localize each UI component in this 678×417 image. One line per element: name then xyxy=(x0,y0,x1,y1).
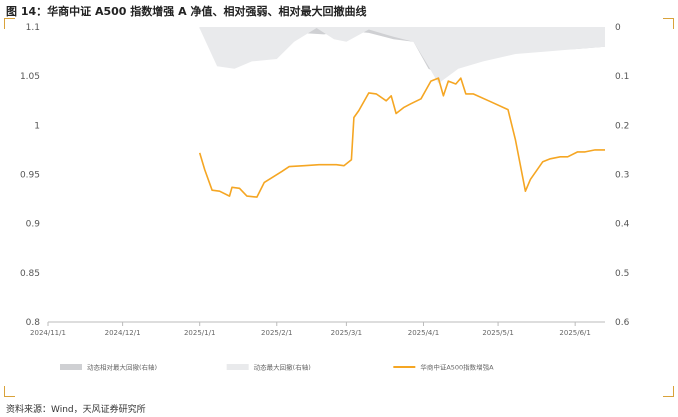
frame-corner-bottom-right xyxy=(663,386,674,397)
source-note: 资料来源：Wind，天风证券研究所 xyxy=(6,405,146,415)
y-left-tick-label: 0.8 xyxy=(26,318,41,328)
legend-label-1: 动态最大回撤(右轴) xyxy=(254,363,311,372)
series-line-2 xyxy=(198,77,605,198)
x-tick-label: 2024/12/1 xyxy=(105,329,141,337)
y-left-tick-label: 0.95 xyxy=(20,171,40,181)
y-left-tick-label: 0.9 xyxy=(26,220,41,230)
legend-swatch-1 xyxy=(226,364,249,370)
legend-swatch-0 xyxy=(60,364,82,370)
y-left-tick-label: 1 xyxy=(34,121,40,131)
x-tick-label: 2024/11/1 xyxy=(30,329,66,337)
y-right-tick-label: 0.6 xyxy=(615,318,630,328)
x-tick-label: 2025/2/1 xyxy=(261,329,292,337)
legend-label-0: 动态相对最大回撤(右轴) xyxy=(87,363,157,372)
y-left-tick-label: 0.85 xyxy=(20,269,40,279)
frame-corner-top-right xyxy=(663,18,674,29)
x-tick-label: 2025/5/1 xyxy=(482,329,513,337)
legend-label-2: 华商中证A500指数增强A xyxy=(420,363,494,372)
y-right-tick-label: 0.4 xyxy=(615,220,630,230)
y-right-tick-label: 0.3 xyxy=(615,171,629,181)
chart-title: 图 14：华商中证 A500 指数增强 A 净值、相对强弱、相对最大回撤曲线 xyxy=(6,5,367,18)
x-tick-label: 2025/3/1 xyxy=(331,329,362,337)
y-right-tick-label: 0.2 xyxy=(615,121,629,131)
frame-corner-top-left xyxy=(4,18,15,29)
y-left-tick-label: 1.05 xyxy=(20,72,40,82)
frame-corner-bottom-left xyxy=(4,386,15,397)
y-right-tick-label: 0.5 xyxy=(615,269,629,279)
y-left-tick-label: 1.1 xyxy=(26,23,40,33)
x-tick-label: 2025/1/1 xyxy=(184,329,215,337)
x-tick-label: 2025/6/1 xyxy=(559,329,590,337)
y-right-tick-label: 0.1 xyxy=(615,72,629,82)
series-area-1 xyxy=(199,27,605,84)
x-tick-label: 2025/4/1 xyxy=(408,329,439,337)
y-right-tick-label: 0 xyxy=(615,23,621,33)
